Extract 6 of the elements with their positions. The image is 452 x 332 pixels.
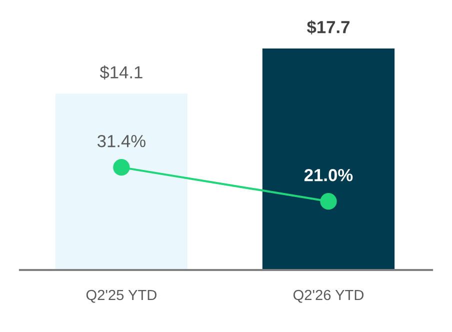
data-label: 21.0% [304,168,353,182]
data-label: $14.1 [100,65,142,80]
data-label: $17.7 [306,20,350,34]
x-tick-label: Q2'25 YTD [86,290,156,303]
x-tick-label: Q2'26 YTD [293,290,364,303]
data-label: 31.4% [97,134,146,148]
